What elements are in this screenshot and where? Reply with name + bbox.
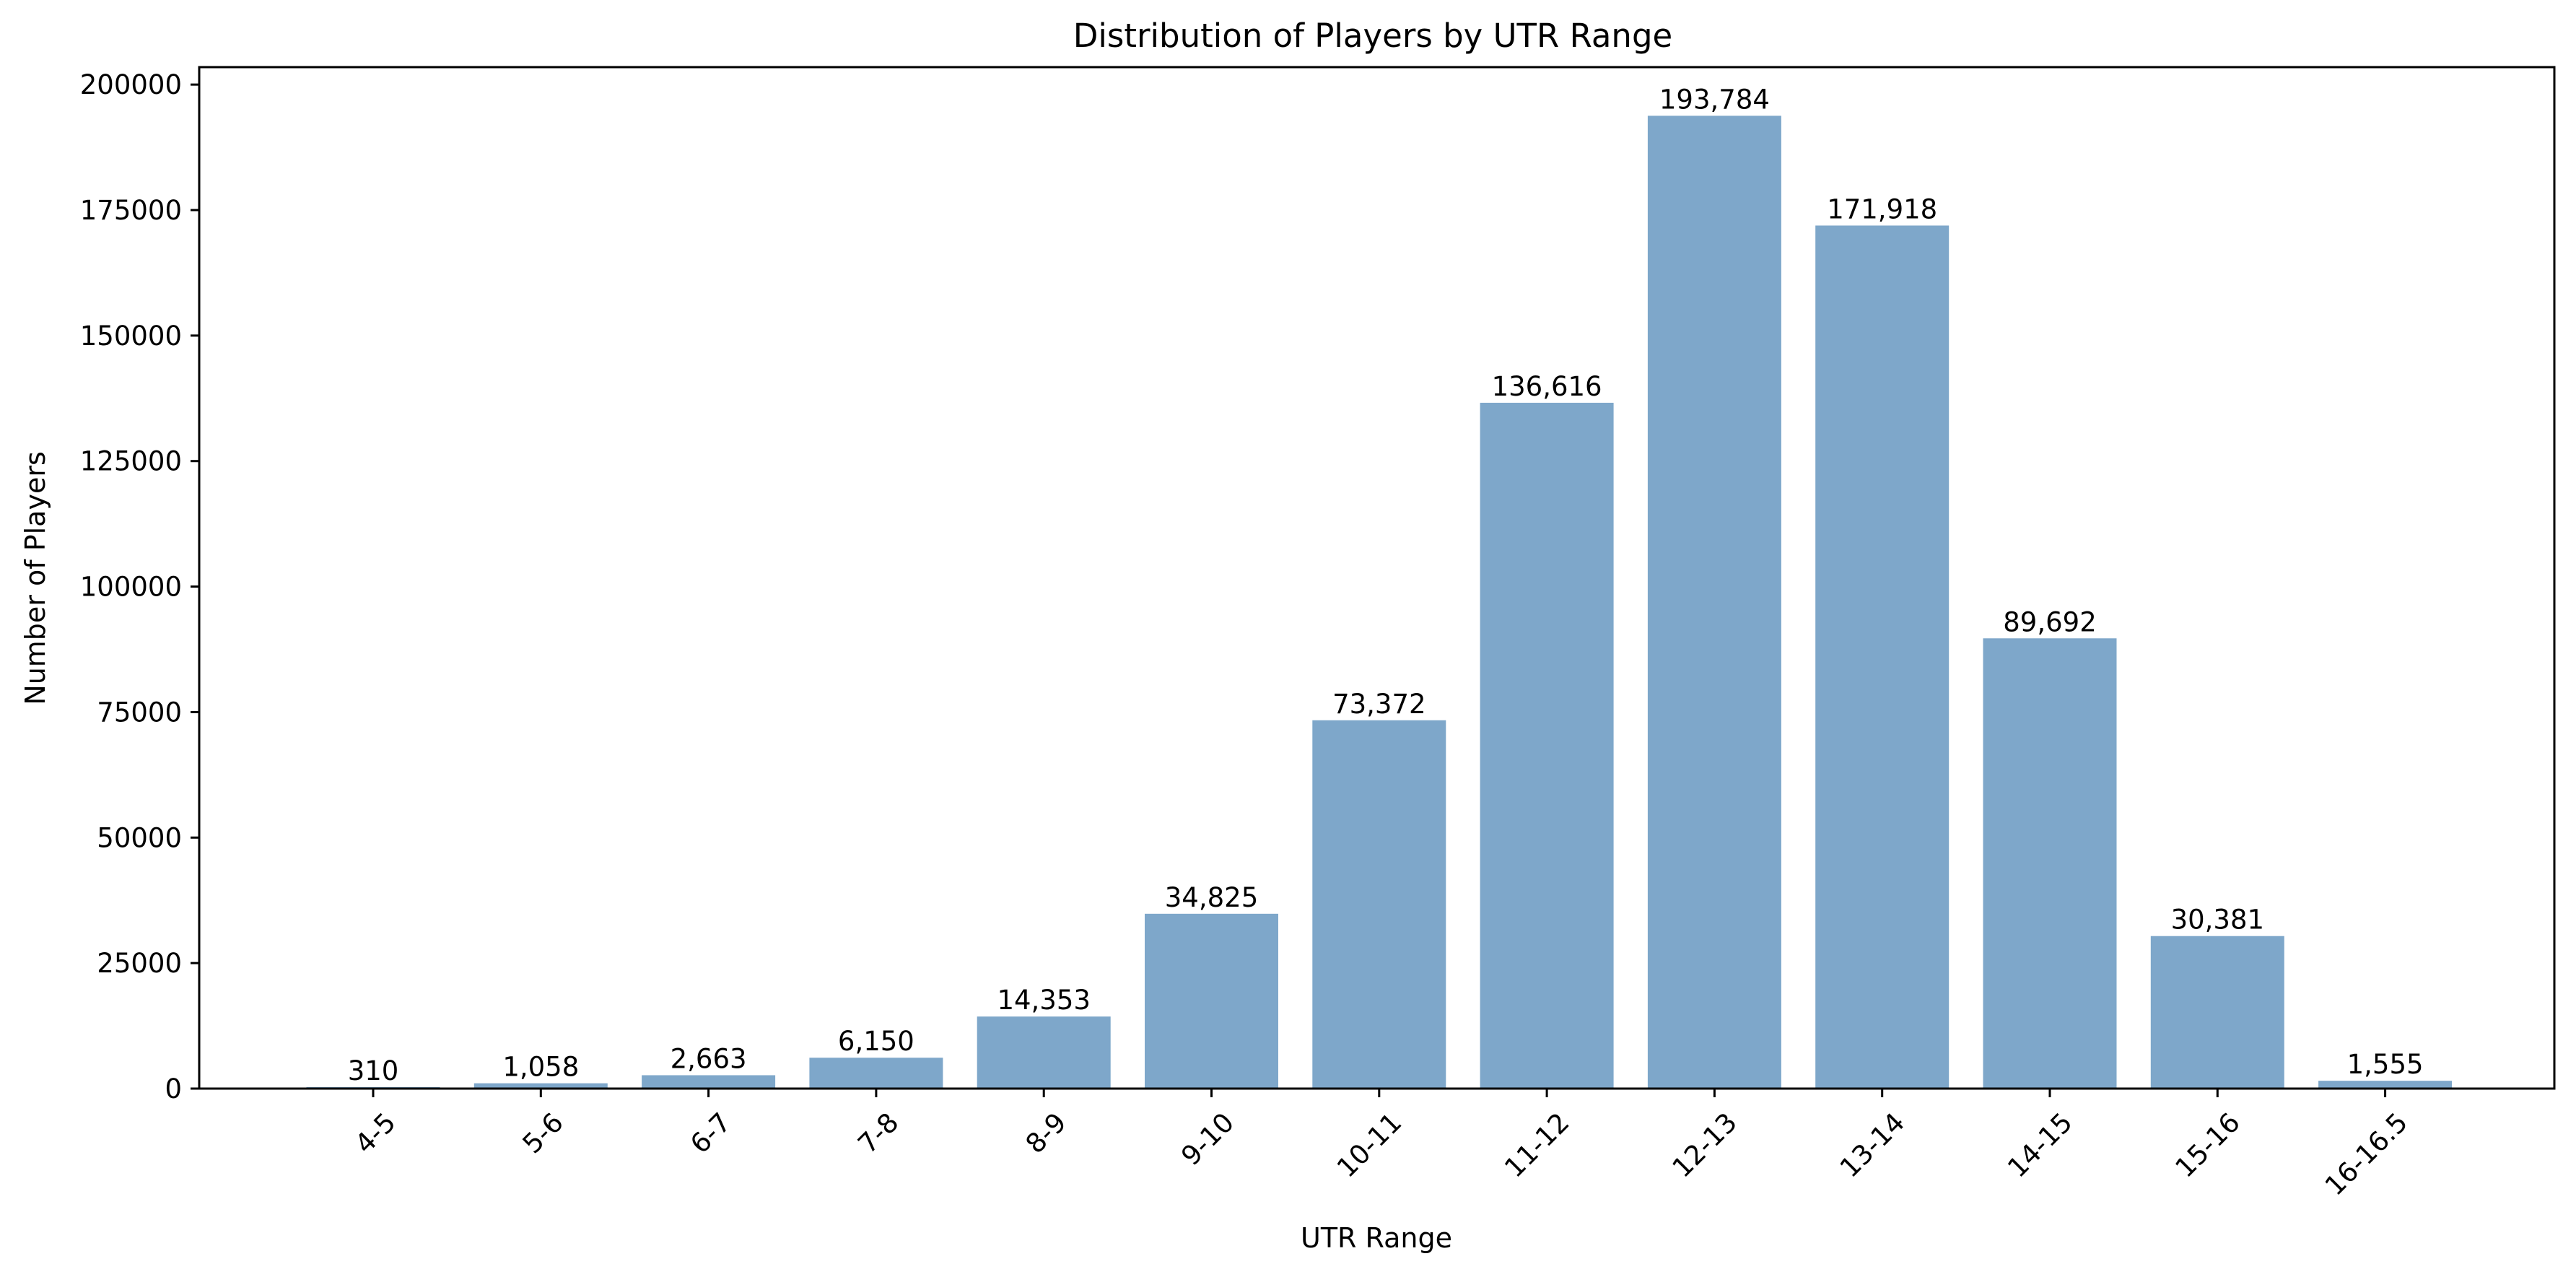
bar-8-9 xyxy=(977,1016,1111,1089)
data-label-11-12: 136,616 xyxy=(1492,371,1602,402)
bar-12-13 xyxy=(1647,116,1781,1089)
data-label-9-10: 34,825 xyxy=(1165,882,1258,913)
bar-13-14 xyxy=(1815,225,1950,1089)
data-label-6-7: 2,663 xyxy=(671,1043,747,1074)
y-tick-label: 200000 xyxy=(80,69,182,100)
data-label-5-6: 1,058 xyxy=(502,1052,579,1083)
data-label-7-8: 6,150 xyxy=(838,1026,914,1057)
data-label-15-16: 30,381 xyxy=(2171,905,2264,936)
y-tick-label: 100000 xyxy=(80,572,182,603)
data-label-12-13: 193,784 xyxy=(1659,84,1770,115)
bar-16-16.5 xyxy=(2318,1081,2453,1089)
bar-15-16 xyxy=(2150,936,2284,1089)
data-label-4-5: 310 xyxy=(348,1055,399,1086)
y-tick-label: 50000 xyxy=(97,822,182,853)
y-tick-label: 25000 xyxy=(97,948,182,979)
y-axis-label: Number of Players xyxy=(19,451,51,705)
data-label-10-11: 73,372 xyxy=(1332,689,1425,720)
y-tick-label: 0 xyxy=(165,1073,182,1104)
y-tick-label: 75000 xyxy=(97,697,182,728)
bar-14-15 xyxy=(1983,638,2117,1089)
x-axis-label: UTR Range xyxy=(1301,1222,1452,1254)
y-tick-label: 150000 xyxy=(80,321,182,352)
chart-title: Distribution of Players by UTR Range xyxy=(1073,17,1672,55)
plot-frame xyxy=(198,66,2556,1090)
data-label-16-16.5: 1,555 xyxy=(2347,1049,2424,1080)
bar-11-12 xyxy=(1480,402,1614,1089)
data-label-8-9: 14,353 xyxy=(997,985,1090,1016)
y-tick-label: 125000 xyxy=(80,446,182,477)
bar-5-6 xyxy=(473,1083,608,1089)
bar-7-8 xyxy=(809,1058,943,1089)
data-label-13-14: 171,918 xyxy=(1827,193,1937,225)
bar-9-10 xyxy=(1145,913,1278,1089)
data-label-14-15: 89,692 xyxy=(2003,606,2096,637)
y-tick-label: 175000 xyxy=(80,195,182,226)
bars xyxy=(306,116,2453,1089)
y-axis-ticks: 0 25000 50000 75000 100000 125000 150000 175000… xyxy=(80,69,199,1104)
data-labels: 310 1,058 2,663 6,150 14,353 34,825 73,372 136,… xyxy=(348,84,2424,1086)
bar-10-11 xyxy=(1312,720,1446,1089)
bar-6-7 xyxy=(642,1075,776,1089)
